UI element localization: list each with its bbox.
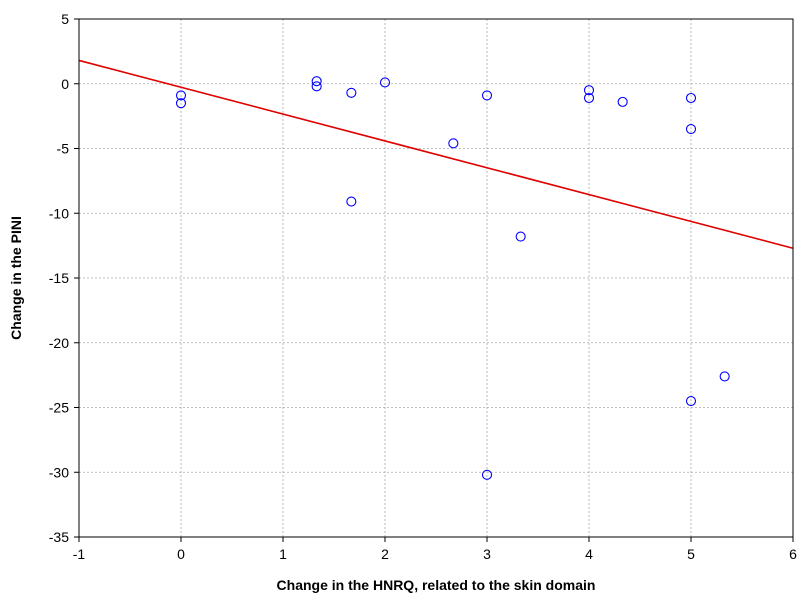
x-tick-label: 5 [687, 546, 695, 562]
y-tick-label: 5 [61, 11, 69, 27]
grid-lines [79, 19, 793, 537]
y-tick-label: -30 [49, 464, 69, 480]
data-point [583, 85, 595, 96]
x-tick-label: 2 [381, 546, 389, 562]
data-point [175, 90, 187, 101]
y-tick-label: -35 [49, 529, 69, 545]
data-point [685, 124, 697, 135]
x-tick-label: 3 [483, 546, 491, 562]
x-axis-title: Change in the HNRQ, related to the skin … [277, 577, 596, 593]
tick-marks [74, 18, 794, 542]
regression-line [78, 59, 794, 249]
data-point [685, 395, 697, 407]
data-point [515, 231, 526, 242]
y-tick-labels: 5 0 -5 -10 -15 -20 -25 -30 -35 [49, 11, 69, 545]
y-axis-title: Change in the PINI [8, 216, 24, 340]
x-tick-label: -1 [73, 546, 86, 562]
data-point [583, 92, 595, 104]
y-tick-label: -20 [49, 335, 69, 351]
data-points [175, 76, 730, 480]
data-point [481, 469, 493, 480]
data-point [448, 138, 459, 149]
x-tick-label: 4 [585, 546, 593, 562]
data-point [719, 371, 730, 382]
data-point [481, 90, 493, 101]
x-tick-label: 6 [789, 546, 797, 562]
y-tick-label: -10 [49, 205, 69, 221]
regression-line-group [78, 59, 794, 249]
y-tick-label: -15 [49, 270, 69, 286]
x-tick-label: 0 [177, 546, 185, 562]
data-point [311, 76, 322, 87]
x-tick-label: 1 [279, 546, 287, 562]
data-point [175, 98, 187, 109]
data-point [346, 196, 357, 207]
data-point [617, 96, 628, 107]
data-point [346, 87, 357, 98]
y-tick-label: -5 [57, 141, 70, 157]
y-tick-label: 0 [61, 76, 69, 92]
data-point [685, 92, 697, 104]
x-tick-labels: -1 0 1 2 3 4 5 6 [73, 546, 797, 562]
data-point [379, 77, 391, 88]
data-point [311, 81, 322, 92]
y-tick-label: -25 [49, 400, 69, 416]
